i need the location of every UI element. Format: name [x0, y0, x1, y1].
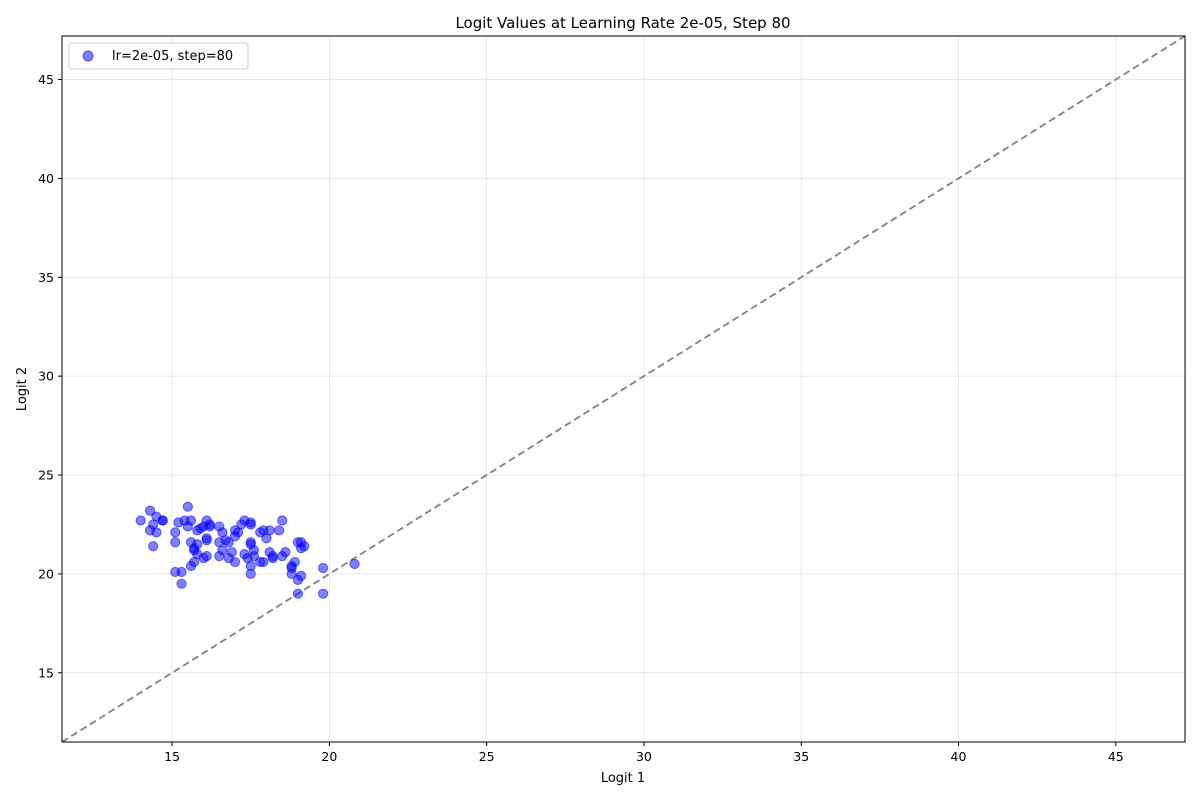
scatter-point [151, 527, 162, 538]
scatter-point [277, 515, 288, 526]
chart-title: Logit Values at Learning Rate 2e-05, Ste… [455, 14, 790, 32]
scatter-point [192, 549, 203, 560]
scatter-point [245, 568, 256, 580]
scatter-point [292, 588, 304, 599]
scatter-point [170, 527, 181, 538]
plot-frame [61, 35, 1186, 743]
legend-marker [82, 50, 94, 62]
scatter-point [214, 551, 225, 562]
scatter-point [258, 556, 269, 568]
y-tick-label: 45 [38, 72, 54, 87]
scatter-point [148, 541, 159, 552]
scatter-point [289, 556, 300, 568]
y-tick-label: 20 [38, 566, 54, 581]
scatter-point [299, 541, 310, 552]
scatter-point [349, 558, 360, 570]
scatter-point [317, 588, 329, 599]
scatter-point [176, 566, 187, 578]
legend: lr=2e-05, step=80 [68, 42, 249, 70]
scatter-point [286, 568, 297, 580]
ticks-layer: 15 20 25 30 35 40 45 15 20 25 30 35 40 45 [38, 72, 1124, 764]
scatter-point [223, 537, 234, 548]
scatter-point [135, 515, 146, 526]
x-tick-label: 35 [793, 749, 809, 764]
x-tick-label: 40 [951, 749, 967, 764]
scatter-point [201, 535, 212, 546]
reference-diagonal-line [61, 35, 1186, 743]
scatter-point [229, 556, 241, 568]
scatter-point [273, 525, 285, 536]
x-tick-label: 45 [1108, 749, 1124, 764]
scatter-point [264, 525, 275, 536]
legend-label: lr=2e-05, step=80 [112, 49, 233, 64]
scatter-point [182, 501, 193, 512]
x-tick-label: 20 [321, 749, 337, 764]
y-tick-label: 15 [38, 665, 54, 680]
y-tick-label: 35 [38, 270, 54, 285]
y-tick-label: 30 [38, 369, 54, 384]
scatter-point [170, 537, 181, 548]
y-tick-label: 40 [38, 171, 54, 186]
scatter-point [185, 560, 197, 572]
scatter-point [245, 519, 256, 530]
scatter-point [201, 551, 212, 562]
x-tick-label: 15 [164, 749, 180, 764]
scatter-point [185, 515, 197, 526]
scatter-point [176, 578, 187, 589]
x-tick-label: 30 [636, 749, 652, 764]
scatter-point [204, 521, 215, 532]
x-tick-label: 25 [479, 749, 495, 764]
scatter-point [317, 562, 329, 574]
scatter-point [280, 547, 291, 558]
scatter-point [144, 505, 156, 516]
y-axis-label: Logit 2 [15, 367, 30, 411]
grid-layer [62, 36, 1185, 742]
points-layer [135, 501, 360, 599]
x-axis-label: Logit 1 [601, 771, 645, 786]
legend-box [68, 42, 249, 70]
scatter-point [157, 515, 168, 526]
scatter-point [295, 570, 307, 581]
y-tick-label: 25 [38, 468, 54, 483]
scatter-point [267, 552, 278, 564]
